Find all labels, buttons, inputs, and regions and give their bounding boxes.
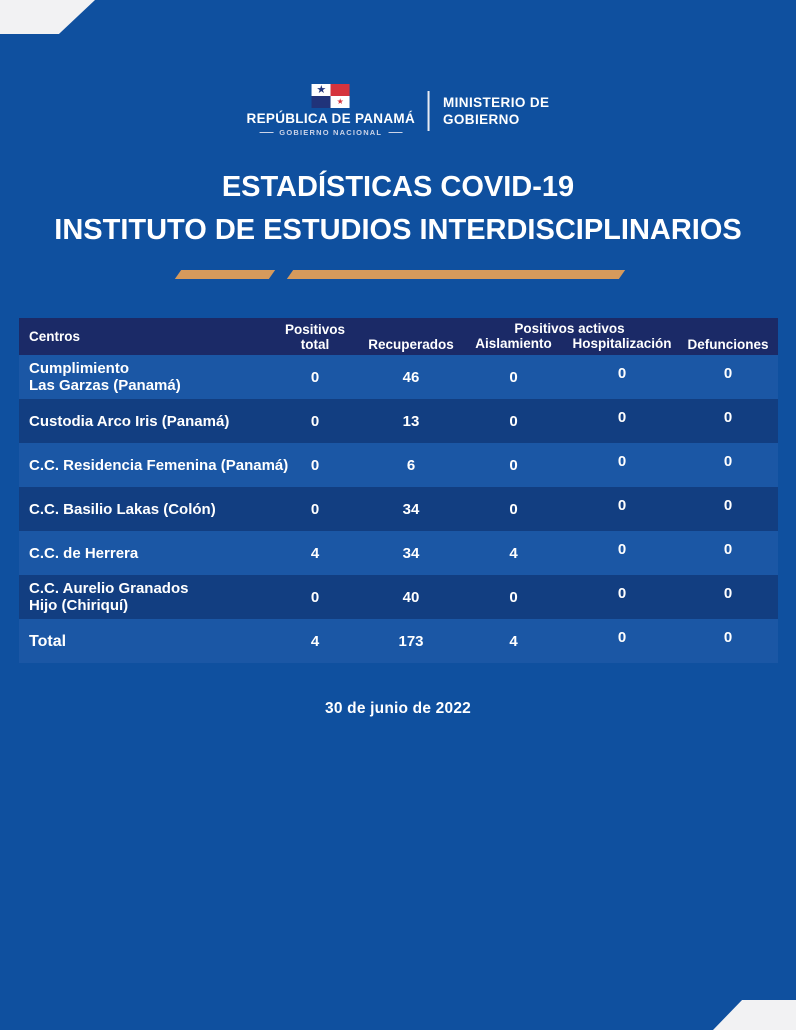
ministry-label: MINISTERIO DE GOBIERNO — [443, 94, 549, 128]
page-title-line2: INSTITUTO DE ESTUDIOS INTERDISCIPLINARIO… — [54, 214, 742, 246]
page-title-line1: ESTADÍSTICAS COVID-19 — [221, 171, 575, 203]
positivos-activos-subheaders: Aislamiento Hospitalización — [461, 336, 678, 352]
centro-name: C.C. Residencia Femenina (Panamá) — [29, 456, 289, 474]
republic-label: REPÚBLICA DE PANAMÁ — [246, 111, 415, 126]
corner-decoration-bottom-right — [713, 1000, 796, 1030]
flag-quadrant-white-red-star: ★ — [330, 96, 350, 108]
covid-statistics-table: Centros Positivos total Recuperados Posi… — [19, 318, 778, 663]
flag-quadrant-white-blue-star: ★ — [311, 84, 331, 96]
brand-divider-line — [427, 90, 430, 131]
panama-flag-icon: ★ ★ — [311, 84, 350, 108]
ministry-label-line2: GOBIERNO — [442, 111, 520, 127]
table-row-basilio-lakas: C.C. Basilio Lakas (Colón) 0 34 0 0 0 — [19, 487, 778, 531]
hospitalizacion-value: 0 — [617, 364, 627, 382]
positivos-total-value: 0 — [310, 456, 320, 474]
positivos-total-value: 0 — [310, 412, 320, 430]
report-date: 30 de junio de 2022 — [325, 700, 471, 717]
defunciones-value: 0 — [723, 540, 733, 558]
column-header-aislamiento: Aislamiento — [475, 336, 552, 351]
recuperados-value: 40 — [402, 588, 420, 606]
hospitalizacion-value: 0 — [617, 496, 627, 514]
total-aislamiento-value: 4 — [509, 632, 518, 650]
total-label: Total — [29, 632, 67, 650]
recuperados-value: 34 — [402, 500, 420, 518]
corner-decoration-top-left — [0, 0, 95, 34]
recuperados-value: 46 — [402, 368, 420, 386]
title-underline-right — [286, 270, 626, 279]
defunciones-value: 0 — [723, 452, 733, 470]
table-row-residencia-femenina: C.C. Residencia Femenina (Panamá) 0 6 0 … — [19, 443, 778, 487]
total-hospitalizacion-value: 0 — [617, 628, 627, 646]
table-header-row: Centros Positivos total Recuperados Posi… — [19, 318, 778, 355]
national-government-label: GOBIERNO NACIONAL — [279, 128, 383, 137]
hospitalizacion-value: 0 — [617, 452, 627, 470]
ministry-label-line1: MINISTERIO DE — [442, 94, 550, 110]
centro-name: Custodia Arco Iris (Panamá) — [29, 412, 230, 430]
hospitalizacion-value: 0 — [617, 408, 627, 426]
column-header-positivos-activos: Positivos activos — [514, 321, 625, 336]
hospitalizacion-value: 0 — [617, 540, 627, 558]
recuperados-value: 13 — [402, 412, 420, 430]
table-row-total: Total 4 173 4 0 0 — [19, 619, 778, 663]
total-defunciones-value: 0 — [723, 628, 733, 646]
republic-brand-block: ★ ★ REPÚBLICA DE PANAMÁ GOBIERNO NACIONA… — [247, 84, 415, 137]
flag-quadrant-red — [330, 84, 350, 96]
centro-name: C.C. Aurelio Granados Hijo (Chiriquí) — [29, 580, 189, 614]
aislamiento-value: 0 — [509, 456, 518, 474]
aislamiento-value: 0 — [509, 412, 518, 430]
defunciones-value: 0 — [723, 584, 733, 602]
positivos-total-value: 0 — [310, 368, 320, 386]
column-header-hospitalizacion: Hospitalización — [572, 336, 672, 351]
defunciones-value: 0 — [723, 408, 733, 426]
centro-name: C.C. Basilio Lakas (Colón) — [29, 500, 216, 518]
column-header-positivos-total: Positivos total — [284, 321, 346, 352]
positivos-total-value: 4 — [310, 544, 320, 562]
aislamiento-value: 0 — [509, 500, 518, 518]
title-underline-left — [174, 270, 276, 279]
centro-name: C.C. de Herrera — [29, 544, 139, 562]
positivos-total-value: 0 — [310, 588, 320, 606]
positivos-total-value: 0 — [310, 500, 320, 518]
defunciones-value: 0 — [723, 364, 733, 382]
total-recuperados-value: 173 — [398, 632, 424, 650]
aislamiento-value: 4 — [509, 544, 518, 562]
government-brand-header: ★ ★ REPÚBLICA DE PANAMÁ GOBIERNO NACIONA… — [247, 84, 550, 137]
aislamiento-value: 0 — [509, 368, 518, 386]
table-row-custodia-arco-iris: Custodia Arco Iris (Panamá) 0 13 0 0 0 — [19, 399, 778, 443]
column-group-positivos-activos: Positivos activos Aislamiento Hospitaliz… — [461, 321, 678, 352]
column-header-centros: Centros — [29, 329, 81, 344]
centro-name: Cumplimiento Las Garzas (Panamá) — [29, 360, 181, 394]
column-header-defunciones: Defunciones — [687, 337, 769, 352]
table-row-cumplimiento-las-garzas: Cumplimiento Las Garzas (Panamá) 0 46 0 … — [19, 355, 778, 399]
defunciones-value: 0 — [723, 496, 733, 514]
national-government-row: GOBIERNO NACIONAL — [259, 128, 402, 137]
table-row-de-herrera: C.C. de Herrera 4 34 4 0 0 — [19, 531, 778, 575]
aislamiento-value: 0 — [509, 588, 518, 606]
flag-quadrant-blue — [311, 96, 331, 108]
recuperados-value: 34 — [402, 544, 420, 562]
total-positivos-total-value: 4 — [310, 632, 320, 650]
page-title: ESTADÍSTICAS COVID-19 INSTITUTO DE ESTUD… — [0, 166, 796, 252]
recuperados-value: 6 — [406, 456, 416, 474]
hospitalizacion-value: 0 — [617, 584, 627, 602]
table-row-aurelio-granados: C.C. Aurelio Granados Hijo (Chiriquí) 0 … — [19, 575, 778, 619]
column-header-recuperados: Recuperados — [368, 337, 454, 352]
